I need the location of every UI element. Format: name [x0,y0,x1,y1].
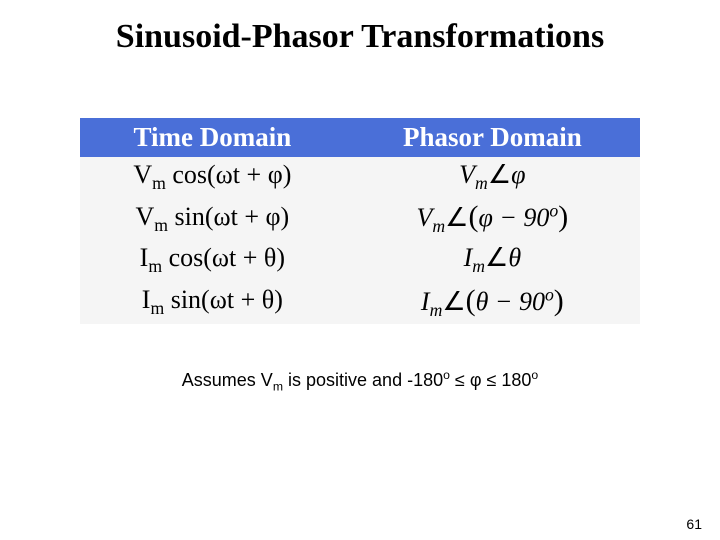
close-paren: ) [554,284,564,317]
omega: ω [212,243,229,272]
footnote-le1: ≤ [450,370,470,390]
arg: t + [233,160,268,189]
phase: θ [262,285,274,314]
angle-icon: ∠ [445,203,468,232]
phase: θ [264,243,276,272]
fn: sin( [168,202,214,231]
page-number: 61 [686,516,702,532]
mag-sub: m [432,216,445,236]
footnote-sub: m [273,379,283,393]
table-row: Im cos(ωt + θ) Im∠θ [80,240,640,280]
angle-icon: ∠ [485,243,508,272]
footnote: Assumes Vm is positive and -180o ≤ φ ≤ 1… [30,368,690,394]
close: ) [281,202,290,231]
mag-sub: m [475,173,488,193]
fn: cos( [162,243,212,272]
phasor-cell: Im∠(θ − 90o) [345,281,640,324]
time-cell: Im cos(ωt + θ) [80,240,345,280]
expr: θ [508,243,521,272]
table-row: Vm sin(ωt + φ) Vm∠(φ − 90o) [80,197,640,240]
footnote-pre: Assumes V [182,370,273,390]
close-paren: ) [558,200,568,233]
mag-sub: m [154,215,168,235]
close: ) [276,243,285,272]
fn: sin( [164,285,210,314]
mag-sub: m [150,298,164,318]
arg: t + [231,202,266,231]
phasor-cell: Vm∠φ [345,157,640,197]
open-paren: ( [466,284,476,317]
slide: Sinusoid-Phasor Transformations Time Dom… [0,0,720,540]
omega: ω [216,160,233,189]
table-header-row: Time Domain Phasor Domain [80,118,640,157]
mag: V [417,203,433,232]
mag: I [464,243,473,272]
transformation-table: Time Domain Phasor Domain Vm cos(ωt + φ)… [80,118,640,324]
footnote-mid: is positive and -180 [283,370,443,390]
expr: φ [511,160,525,189]
arg: t + [229,243,264,272]
deg-sup: o [549,201,558,221]
mag-sub: m [152,173,166,193]
mag-sub: m [472,257,485,277]
phase: φ [266,202,281,231]
header-phasor-domain: Phasor Domain [345,118,640,157]
footnote-deg2: o [531,368,538,382]
omega: ω [214,202,231,231]
table-row: Vm cos(ωt + φ) Vm∠φ [80,157,640,197]
table-wrap: Time Domain Phasor Domain Vm cos(ωt + φ)… [30,118,690,324]
phasor-cell: Vm∠(φ − 90o) [345,197,640,240]
table-row: Im sin(ωt + θ) Im∠(θ − 90o) [80,281,640,324]
angle-icon: ∠ [442,287,465,316]
mag-sub: m [430,300,443,320]
slide-title: Sinusoid-Phasor Transformations [30,18,690,56]
expr: φ − 90 [478,203,549,232]
mag-sub: m [148,257,162,277]
footnote-le2: ≤ 180 [481,370,531,390]
mag: V [133,160,152,189]
deg-sup: o [545,284,554,304]
arg: t + [227,285,262,314]
time-cell: Vm sin(ωt + φ) [80,197,345,240]
phasor-cell: Im∠θ [345,240,640,280]
time-cell: Vm cos(ωt + φ) [80,157,345,197]
mag: I [140,243,149,272]
phase: φ [268,160,283,189]
open-paren: ( [468,200,478,233]
mag: V [459,160,475,189]
close: ) [274,285,283,314]
header-time-domain: Time Domain [80,118,345,157]
footnote-phi: φ [470,370,482,390]
mag: I [421,287,430,316]
footnote-deg1: o [443,368,450,382]
close: ) [283,160,292,189]
mag: V [135,202,154,231]
time-cell: Im sin(ωt + θ) [80,281,345,324]
omega: ω [210,285,227,314]
angle-icon: ∠ [488,160,511,189]
fn: cos( [166,160,216,189]
expr: θ − 90 [476,287,545,316]
